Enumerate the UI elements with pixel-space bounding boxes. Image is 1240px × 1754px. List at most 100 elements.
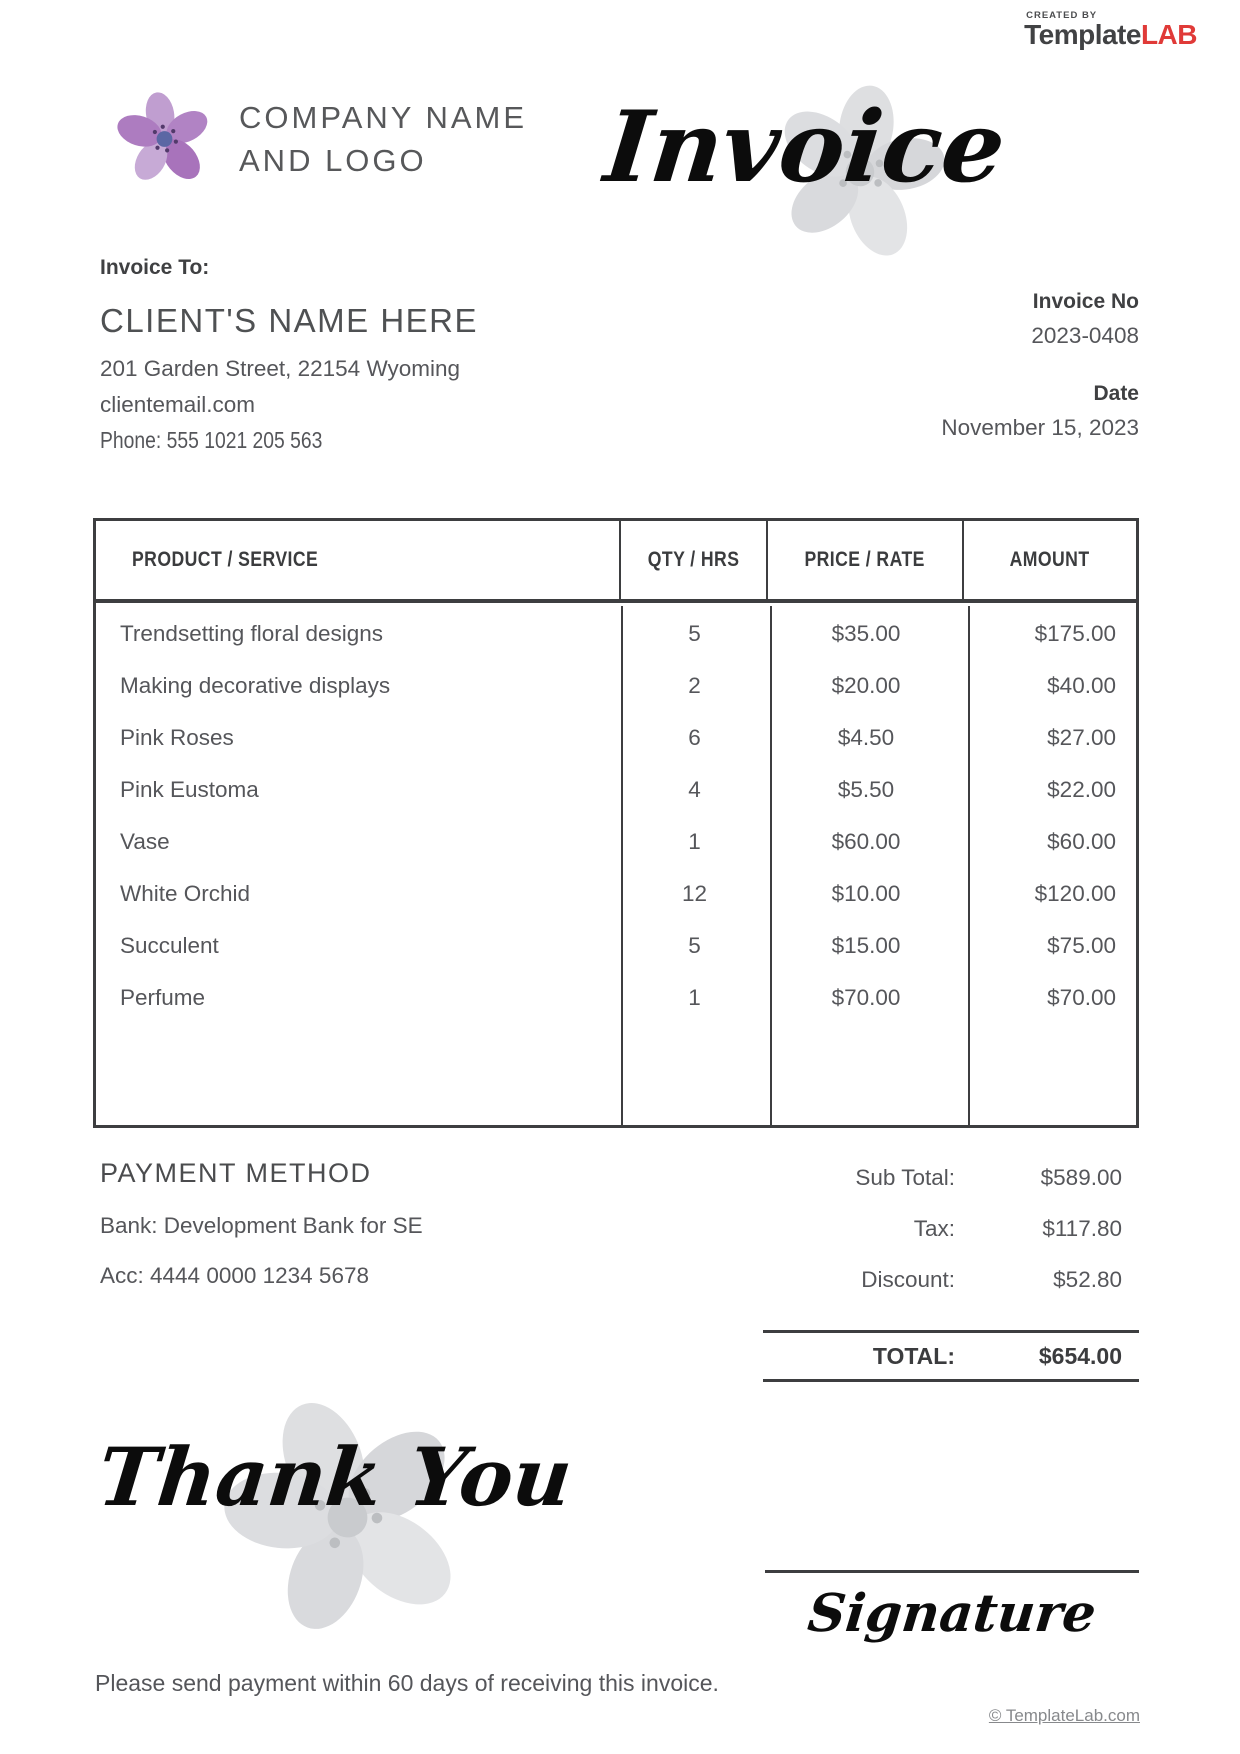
cell-price: $10.00: [831, 881, 901, 906]
brand-name-red: LAB: [1140, 19, 1198, 50]
invoice-no-label: Invoice No: [1032, 290, 1139, 313]
cell-amount: $120.00: [1034, 881, 1116, 906]
company-name: COMPANY NAME AND LOGO: [239, 96, 527, 182]
table-row: Making decorative displays 2 $20.00 $40.00: [96, 660, 1136, 712]
cell-product: Vase: [120, 829, 170, 854]
table-body: Trendsetting floral designs 5 $35.00 $175.0…: [96, 603, 1136, 1125]
company-brand: COMPANY NAME AND LOGO: [112, 85, 527, 193]
signature-line: [765, 1570, 1139, 1573]
created-by-label: CREATED BY: [1026, 10, 1098, 21]
templatelab-wordmark: TemplateLAB: [1024, 21, 1197, 49]
totals-value: $589.00: [1040, 1164, 1122, 1190]
cell-price: $4.50: [837, 725, 895, 750]
table-rows: Trendsetting floral designs 5 $35.00 $175.0…: [96, 608, 1136, 1024]
cell-qty: 12: [681, 881, 708, 906]
cell-price: $70.00: [831, 985, 901, 1010]
invoice-flower-icon: [784, 85, 945, 256]
client-address: 201 Garden Street, 22154 Wyoming: [100, 356, 461, 381]
cell-qty: 1: [688, 829, 701, 854]
table-row: Vase 1 $60.00 $60.00: [96, 816, 1136, 868]
grand-total-row: TOTAL: $654.00: [763, 1330, 1139, 1382]
cell-amount: $22.00: [1047, 777, 1116, 802]
table-row: Pink Eustoma 4 $5.50 $22.00: [96, 764, 1136, 816]
thankyou-flower-icon: [224, 1403, 451, 1629]
table-empty-area: [96, 1024, 1136, 1125]
cell-product: Pink Eustoma: [120, 777, 259, 802]
invoice-to-block: Invoice To: CLIENT'S NAME HERE 201 Garde…: [100, 256, 478, 454]
table-header-row: PRODUCT / SERVICE QTY / HRS PRICE / RATE…: [96, 521, 1136, 603]
signature-text: Signature: [805, 1583, 1099, 1644]
cell-amount: $27.00: [1047, 725, 1116, 750]
grand-total-label: TOTAL:: [872, 1342, 955, 1369]
totals-label: Discount:: [861, 1266, 955, 1292]
payment-terms-note: Please send payment within 60 days of re…: [95, 1670, 719, 1696]
invoice-title: Invoice: [599, 90, 1011, 205]
table-divider: [621, 606, 623, 1125]
table-row: Succulent 5 $15.00 $75.00: [96, 920, 1136, 972]
totals-label: Sub Total:: [855, 1164, 955, 1190]
company-name-line1: COMPANY NAME: [239, 100, 528, 135]
cell-amount: $60.00: [1047, 829, 1116, 854]
brand-name-dark: Template: [1024, 19, 1141, 50]
totals-row: Tax: $117.80: [763, 1203, 1139, 1254]
client-phone: Phone: 555 1021 205 563: [100, 427, 323, 453]
table-divider: [968, 606, 970, 1125]
totals-block: Sub Total: $589.00 Tax: $117.80 Discount: $52…: [763, 1152, 1139, 1382]
items-table: PRODUCT / SERVICE QTY / HRS PRICE / RATE…: [93, 518, 1139, 1128]
cell-price: $60.00: [831, 829, 901, 854]
client-email: clientemail.com: [100, 392, 256, 417]
cell-product: Making decorative displays: [120, 673, 391, 698]
payment-method-block: PAYMENT METHOD Bank: Development Bank fo…: [100, 1158, 423, 1289]
cell-qty: 6: [688, 725, 701, 750]
cell-amount: $70.00: [1047, 985, 1116, 1010]
cell-product: Trendsetting floral designs: [120, 621, 384, 646]
invoice-title-block: Invoice: [570, 72, 1040, 262]
cell-product: White Orchid: [120, 881, 251, 906]
table-row: Trendsetting floral designs 5 $35.00 $175.0…: [96, 608, 1136, 660]
payment-bank: Bank: Development Bank for SE: [100, 1213, 423, 1238]
header-qty: QTY / HRS: [621, 521, 768, 599]
header-product: PRODUCT / SERVICE: [96, 521, 621, 599]
thank-you-block: Thank You: [85, 1375, 585, 1655]
cell-price: $20.00: [831, 673, 901, 698]
date-label: Date: [1093, 382, 1139, 405]
thank-you-text: Thank You: [93, 1430, 577, 1524]
totals-row: Discount: $52.80: [763, 1254, 1139, 1305]
totals-label: Tax:: [913, 1215, 955, 1241]
cell-price: $5.50: [837, 777, 895, 802]
cell-product: Perfume: [120, 985, 206, 1010]
cell-product: Succulent: [120, 933, 219, 958]
cell-qty: 5: [688, 933, 701, 958]
cell-product: Pink Roses: [120, 725, 234, 750]
cell-amount: $40.00: [1047, 673, 1116, 698]
company-name-line2: AND LOGO: [239, 143, 427, 178]
totals-value: $52.80: [1053, 1266, 1122, 1292]
header-price: PRICE / RATE: [768, 521, 964, 599]
cell-price: $35.00: [831, 621, 901, 646]
copyright-link[interactable]: © TemplateLab.com: [988, 1706, 1140, 1725]
date-value: November 15, 2023: [941, 415, 1139, 440]
cell-qty: 5: [688, 621, 701, 646]
table-divider: [770, 606, 772, 1125]
table-row: White Orchid 12 $10.00 $120.00: [96, 868, 1136, 920]
totals-value: $117.80: [1042, 1215, 1122, 1241]
invoice-to-label: Invoice To:: [100, 256, 210, 279]
templatelab-logo: CREATED BY TemplateLAB: [1024, 10, 1197, 49]
table-row: Perfume 1 $70.00 $70.00: [96, 972, 1136, 1024]
totals-row: Sub Total: $589.00: [763, 1152, 1139, 1203]
cell-qty: 4: [688, 777, 701, 802]
client-name: CLIENT'S NAME HERE: [100, 302, 479, 339]
payment-account: Acc: 4444 0000 1234 5678: [100, 1263, 369, 1288]
payment-method-title: PAYMENT METHOD: [100, 1158, 372, 1188]
cell-price: $15.00: [831, 933, 901, 958]
cell-amount: $175.00: [1034, 621, 1116, 646]
table-row: Pink Roses 6 $4.50 $27.00: [96, 712, 1136, 764]
logo-flower-icon: [117, 92, 208, 180]
invoice-meta: Invoice No 2023-0408 Date November 15, 2…: [941, 290, 1139, 441]
totals-rows: Sub Total: $589.00 Tax: $117.80 Discount: $52…: [763, 1152, 1139, 1305]
signature-block: Signature: [765, 1570, 1139, 1644]
cell-qty: 1: [688, 985, 701, 1010]
invoice-no-value: 2023-0408: [1031, 323, 1139, 348]
cell-amount: $75.00: [1047, 933, 1116, 958]
